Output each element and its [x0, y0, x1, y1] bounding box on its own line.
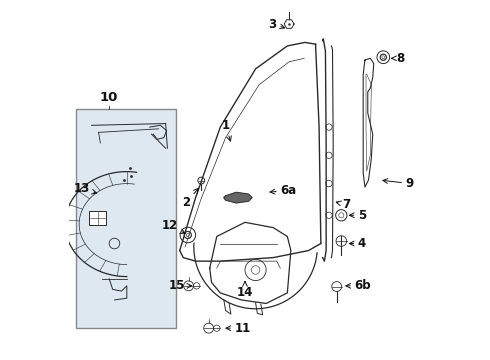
Text: 14: 14 [237, 282, 253, 300]
Text: 9: 9 [383, 177, 414, 190]
Text: 10: 10 [100, 91, 119, 104]
Text: 2: 2 [182, 188, 198, 210]
Text: 1: 1 [221, 119, 231, 141]
Text: 6a: 6a [270, 184, 296, 197]
Text: 6b: 6b [346, 279, 371, 292]
Text: 13: 13 [74, 182, 97, 195]
Text: 5: 5 [349, 209, 366, 222]
FancyBboxPatch shape [75, 109, 176, 328]
Text: 15: 15 [169, 279, 192, 292]
Text: 3: 3 [269, 18, 285, 31]
Text: 4: 4 [349, 237, 366, 250]
Text: 7: 7 [336, 198, 350, 211]
Polygon shape [224, 192, 252, 203]
Text: 12: 12 [162, 219, 185, 233]
Text: 8: 8 [392, 52, 405, 65]
FancyBboxPatch shape [89, 211, 106, 225]
Text: 11: 11 [226, 322, 251, 335]
